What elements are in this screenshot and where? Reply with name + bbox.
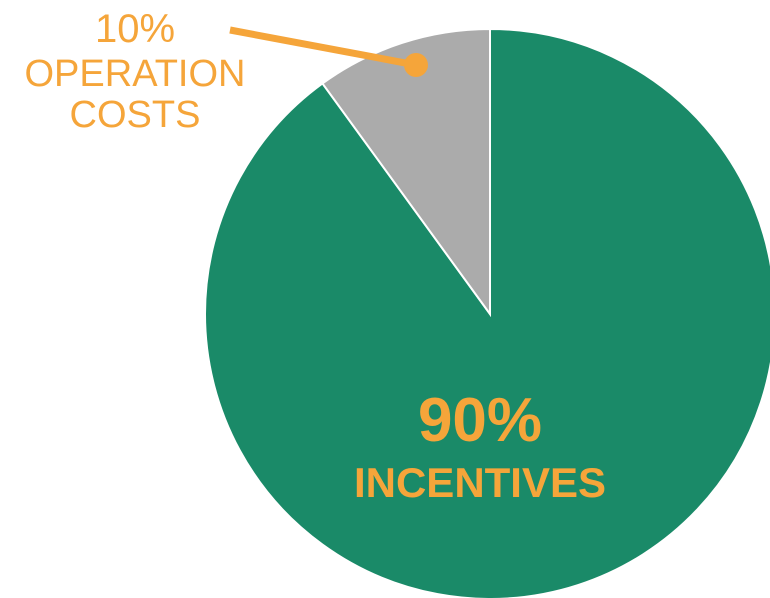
category-label: OPERATION COSTS: [24, 53, 246, 137]
pie-slice: [204, 27, 770, 598]
value-label: 90%: [417, 386, 543, 455]
leader-line: [229, 26, 417, 69]
category-label: INCENTIVES: [353, 459, 607, 506]
leader-dot: [404, 53, 428, 77]
value-label: 10%: [94, 7, 176, 51]
pie-slice: [321, 27, 491, 318]
